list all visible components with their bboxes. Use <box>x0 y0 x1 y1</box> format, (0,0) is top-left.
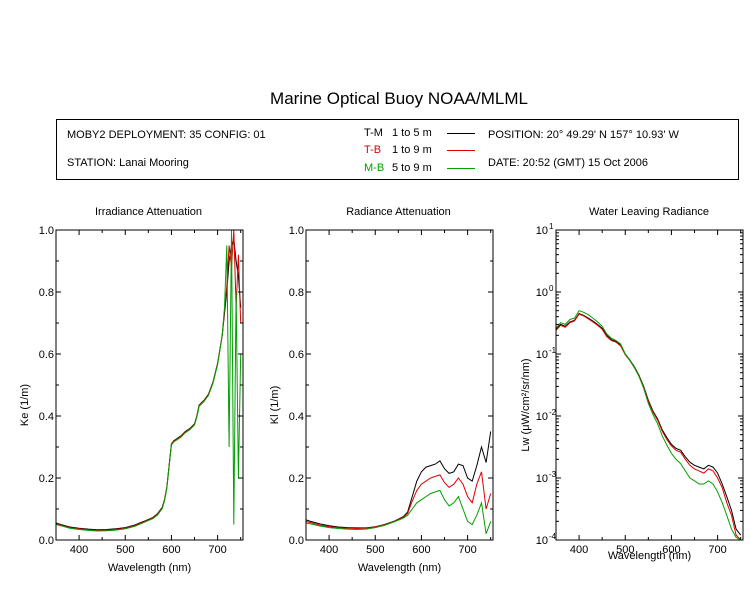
y-tick-label: 0.2 <box>289 473 304 485</box>
y-tick-label: 1.0 <box>39 225 54 237</box>
y-tick-label: 0.2 <box>39 473 54 485</box>
x-tick-label: 600 <box>162 544 180 556</box>
series-line-t-b <box>56 230 242 531</box>
y-tick-label: 0.8 <box>39 287 54 299</box>
legend-code-tb: T-B <box>364 144 382 156</box>
y-tick-exponent: -4 <box>549 532 557 541</box>
plot-frame <box>555 229 744 541</box>
x-tick-label: 400 <box>320 544 338 556</box>
x-tick-label: 600 <box>662 544 680 556</box>
y-tick-label: 0.6 <box>289 349 304 361</box>
legend-code-tm: T-M <box>364 127 383 139</box>
info-box: MOBY2 DEPLOYMENT: 35 CONFIG: 01 STATION:… <box>56 119 739 180</box>
panel-title-irradiance: Irradiance Attenuation <box>94 206 203 218</box>
x-tick-label: 500 <box>116 544 134 556</box>
x-tick-label: 600 <box>412 544 430 556</box>
plot-frame <box>305 229 494 541</box>
y-axis-label: Ke (1/m) <box>19 384 31 426</box>
legend-range-mb: 5 to 9 m <box>392 162 432 174</box>
x-tick-label: 700 <box>708 544 726 556</box>
x-axis-label: Wavelength (nm) <box>608 550 691 562</box>
y-tick-exponent: -3 <box>549 470 557 479</box>
page-title: Marine Optical Buoy NOAA/MLML <box>270 89 528 108</box>
x-tick-label: 400 <box>70 544 88 556</box>
x-tick-label: 500 <box>366 544 384 556</box>
y-tick-label: 10 <box>536 411 548 423</box>
series-line-t-m <box>556 312 742 536</box>
y-tick-label: 10 <box>536 473 548 485</box>
panel-title-radiance: Radiance Attenuation <box>346 206 451 218</box>
x-tick-label: 700 <box>208 544 226 556</box>
y-tick-label: 0.4 <box>39 411 54 423</box>
x-tick-label: 500 <box>616 544 634 556</box>
y-tick-label: 0.4 <box>289 411 304 423</box>
legend-range-tb: 1 to 9 m <box>392 144 432 156</box>
deployment-text: MOBY2 DEPLOYMENT: 35 CONFIG: 01 <box>67 129 266 141</box>
series-line-t-b <box>306 471 492 530</box>
y-tick-label: 0.8 <box>289 287 304 299</box>
x-axis-label: Wavelength (nm) <box>108 562 191 574</box>
chart-panel-1: 400 500 600 700 0.0 0.2 0.4 0.6 0.8 1.0 Wavelength… <box>269 225 494 574</box>
y-tick-label: 0.6 <box>39 349 54 361</box>
panel-title-water-leaving: Water Leaving Radiance <box>588 206 710 218</box>
series-line-m-b <box>306 489 492 534</box>
y-tick-exponent: 0 <box>549 284 554 293</box>
series-line-t-b <box>556 313 742 540</box>
y-tick-exponent: -1 <box>549 346 557 355</box>
position-text: POSITION: 20° 49.29' N 157° 10.93' W <box>488 129 679 141</box>
station-text: STATION: Lanai Mooring <box>67 157 189 169</box>
x-tick-label: 400 <box>570 544 588 556</box>
y-tick-label: 0.0 <box>39 535 54 547</box>
legend-range-tm: 1 to 5 m <box>392 127 432 139</box>
y-tick-label: 10 <box>536 349 548 361</box>
x-axis-label: Wavelength (nm) <box>358 562 441 574</box>
date-text: DATE: 20:52 (GMT) 15 Oct 2006 <box>488 157 648 169</box>
y-tick-exponent: -2 <box>549 408 557 417</box>
y-tick-label: 10 <box>536 287 548 299</box>
y-tick-label: 0.0 <box>289 535 304 547</box>
legend-swatch-tb <box>447 150 475 151</box>
legend-code-mb: M-B <box>364 162 385 174</box>
y-axis-label: Kl (1/m) <box>269 386 281 425</box>
series-line-t-m <box>306 431 492 529</box>
plot-frame <box>55 229 244 541</box>
series-line-m-b <box>556 310 741 540</box>
chart-panel-0: 400 500 600 700 0.0 0.2 0.4 0.6 0.8 1.0 Wavelength… <box>19 225 244 574</box>
y-tick-label: 1.0 <box>289 225 304 237</box>
legend-swatch-tm <box>447 133 475 134</box>
series-line-m-b <box>56 230 242 532</box>
y-tick-label: 10 <box>536 225 548 237</box>
y-tick-exponent: 1 <box>549 222 554 231</box>
legend-swatch-mb <box>447 168 475 169</box>
y-tick-label: 10 <box>536 535 548 547</box>
x-tick-label: 700 <box>458 544 476 556</box>
y-axis-label: Lw (μW/cm²/sr/nm) <box>520 358 532 451</box>
